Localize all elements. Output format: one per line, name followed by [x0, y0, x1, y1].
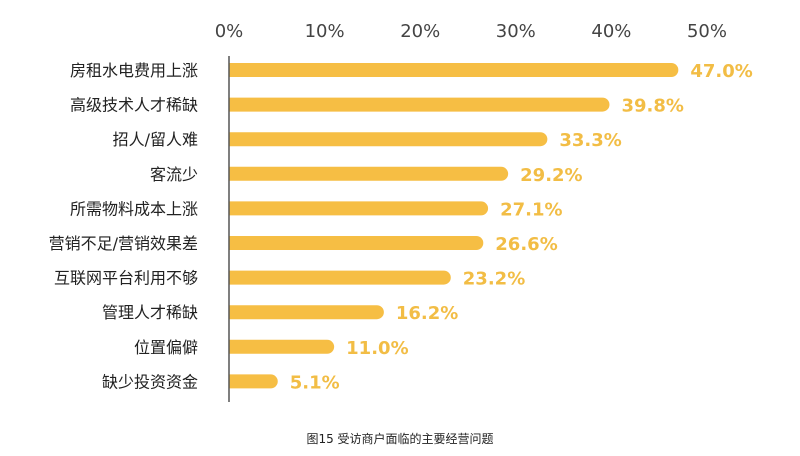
category-label: 房租水电费用上涨	[70, 61, 198, 80]
bar	[229, 63, 679, 77]
x-tick-label: 20%	[400, 21, 440, 42]
category-label: 招人/留人难	[113, 130, 198, 149]
x-tick-label: 30%	[496, 21, 536, 42]
bar	[229, 97, 610, 112]
x-tick-label: 50%	[687, 21, 727, 42]
category-label: 客流少	[150, 165, 198, 184]
category-label: 所需物料成本上涨	[70, 199, 198, 218]
category-labels: 房租水电费用上涨高级技术人才稀缺招人/留人难客流少所需物料成本上涨营销不足/营销…	[49, 61, 198, 391]
value-label: 33.3%	[559, 130, 621, 151]
category-label: 位置偏僻	[134, 338, 198, 357]
value-label: 11.0%	[346, 338, 408, 359]
bar	[229, 305, 384, 320]
bars	[229, 63, 679, 389]
value-label: 16.2%	[396, 303, 458, 324]
bar	[229, 339, 335, 354]
x-tick-label: 40%	[591, 21, 631, 42]
category-label: 营销不足/营销效果差	[49, 234, 198, 253]
category-label: 管理人才稀缺	[102, 303, 198, 322]
value-label: 27.1%	[500, 199, 562, 220]
bar	[229, 132, 548, 147]
value-label: 26.6%	[495, 234, 557, 255]
value-label: 39.8%	[621, 96, 683, 117]
category-label: 缺少投资资金	[102, 372, 198, 391]
bar	[229, 166, 509, 181]
bar	[229, 270, 451, 285]
bar	[229, 201, 489, 216]
category-label: 高级技术人才稀缺	[70, 96, 198, 115]
x-axis-ticks: 0% 10% 20% 30% 40% 50%	[215, 21, 727, 42]
bar	[229, 236, 484, 250]
value-labels: 47.0% 39.8%33.3% 29.2% 27.1% 26.6% 23.2%16.2%…	[290, 61, 753, 393]
category-label: 互联网平台利用不够	[54, 269, 198, 288]
value-label: 23.2%	[463, 269, 525, 290]
x-tick-label: 10%	[305, 21, 345, 42]
value-label: 5.1%	[290, 372, 340, 393]
bar	[229, 374, 278, 389]
x-tick-label: 0%	[215, 21, 244, 42]
value-label: 29.2%	[520, 165, 582, 186]
chart-caption: 图15 受访商户面临的主要经营问题	[306, 431, 493, 446]
value-label: 47.0%	[690, 61, 752, 82]
